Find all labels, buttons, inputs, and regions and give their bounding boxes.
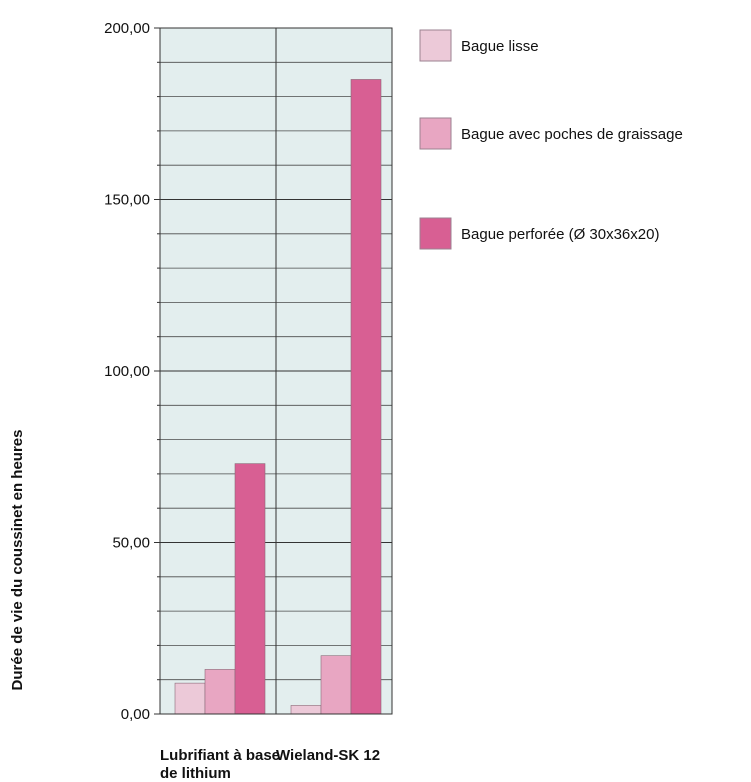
legend-label: Bague lisse <box>461 38 539 55</box>
x-tick-label: Wieland-SK 12 <box>276 747 380 764</box>
legend-swatch <box>419 29 452 62</box>
y-tick-labels: 0,00 50,00 100,00 150,00 200,00 <box>104 20 150 723</box>
legend-swatch <box>419 117 452 150</box>
y-tick-label: 0,00 <box>121 706 150 723</box>
y-axis-label: Durée de vie du coussinet en heures <box>9 430 26 691</box>
bar-2-3 <box>350 79 382 715</box>
bar-1-2 <box>204 669 236 715</box>
y-tick-label: 50,00 <box>112 535 150 552</box>
bar-1-1 <box>174 682 206 715</box>
bars <box>174 79 382 715</box>
y-tick-label: 200,00 <box>104 20 150 37</box>
axes <box>154 27 393 715</box>
x-tick-label: Lubrifiant à base de lithium <box>160 747 280 782</box>
y-tick-label: 100,00 <box>104 363 150 380</box>
y-tick-label: 150,00 <box>104 192 150 209</box>
bar-1-3 <box>234 463 266 715</box>
legend-label: Bague perforée (Ø 30x36x20) <box>461 226 659 243</box>
legend: Bague lisse Bague avec poches de graissag… <box>419 29 683 250</box>
bar-2-1 <box>290 705 322 715</box>
bar-2-2 <box>320 655 352 715</box>
legend-label: Bague avec poches de graissage <box>461 126 683 143</box>
legend-swatch <box>419 217 452 250</box>
